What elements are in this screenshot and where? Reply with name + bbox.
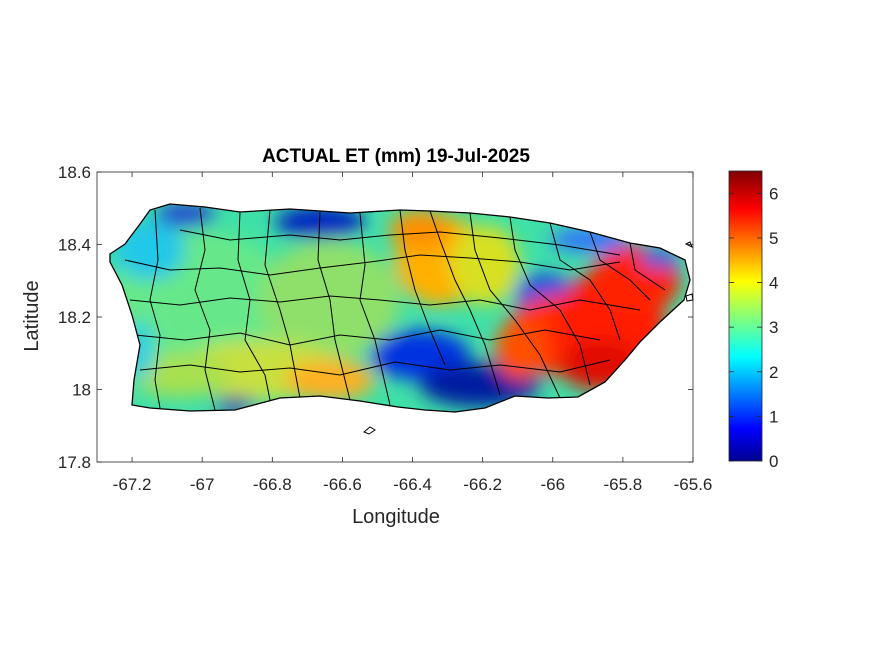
x-tick-label: -65.8: [604, 475, 643, 494]
colorbar-tick-label: 6: [769, 184, 778, 203]
x-tick-label: -67: [190, 475, 215, 494]
islet: [685, 293, 694, 302]
colorbar-tick-label: 2: [769, 363, 778, 382]
municipality-boundaries: [124, 207, 666, 411]
colorbar-tick-label: 4: [769, 274, 778, 293]
x-axis-ticks: -67.2 -67 -66.8 -66.6 -66.4 -66.2 -66 -65.8 -65.…: [113, 172, 713, 494]
x-axis-label: Longitude: [352, 506, 440, 528]
y-tick-label: 18.4: [58, 236, 91, 255]
y-tick-label: 18: [72, 381, 91, 400]
chart-title: ACTUAL ET (mm) 19-Jul-2025: [262, 146, 530, 167]
y-axis-label: Latitude: [21, 280, 43, 351]
x-tick-label: -65.6: [674, 475, 713, 494]
y-tick-label: 17.8: [58, 453, 91, 472]
x-tick-label: -66.8: [253, 475, 292, 494]
colorbar-tick-label: 3: [769, 318, 778, 337]
colorbar: [728, 170, 763, 462]
x-tick-label: -66: [540, 475, 565, 494]
colorbar-tick-label: 0: [769, 452, 778, 471]
x-tick-label: -66.2: [463, 475, 502, 494]
colorbar-ticks: 0 1 2 3 4 5 6: [729, 184, 778, 471]
islet: [363, 426, 376, 435]
y-axis-ticks: 17.8 18 18.2 18.4 18.6: [58, 163, 693, 472]
y-tick-label: 18.6: [58, 163, 91, 182]
y-tick-label: 18.2: [58, 308, 91, 327]
colorbar-tick-label: 5: [769, 229, 778, 248]
colorbar-tick-label: 1: [769, 407, 778, 426]
x-tick-label: -66.6: [323, 475, 362, 494]
x-tick-label: -67.2: [113, 475, 152, 494]
x-tick-label: -66.4: [393, 475, 432, 494]
